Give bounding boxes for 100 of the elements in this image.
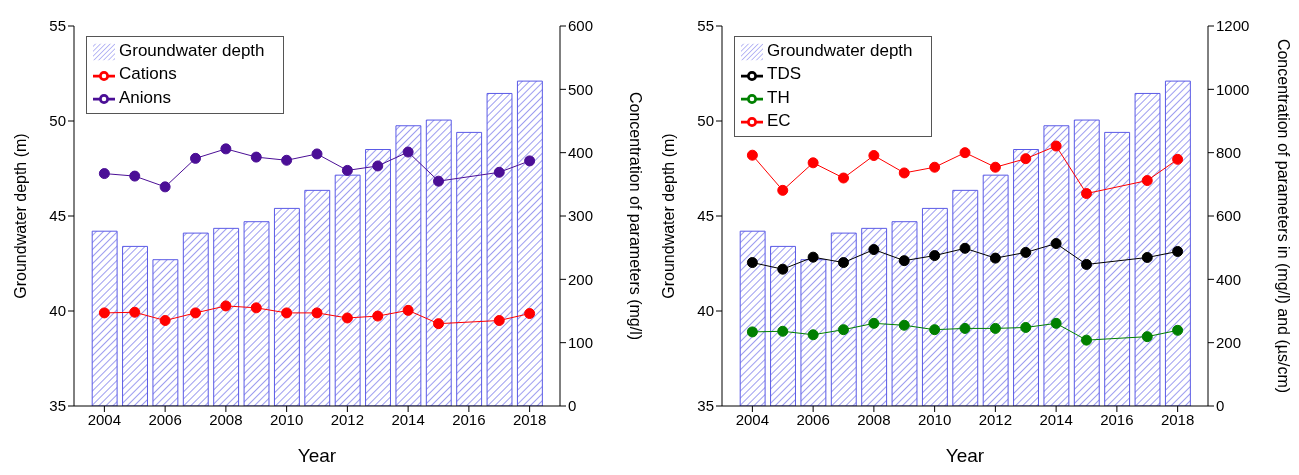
point	[746, 326, 758, 338]
y2-tick-label: 800	[1216, 143, 1242, 161]
point	[402, 146, 414, 158]
y-tick-label: 50	[697, 112, 714, 130]
y2-axis-title: Concentration of parameters in (mg/l) and (µs/cm)	[1275, 38, 1293, 394]
y-tick-label: 40	[49, 302, 66, 320]
x-tick-label: 2010	[917, 410, 952, 428]
point	[433, 175, 444, 187]
x-tick-label: 2016	[1100, 410, 1134, 428]
y2-tick-label: 200	[568, 270, 594, 288]
point	[1020, 321, 1032, 333]
point	[159, 315, 171, 326]
y-tick-label: 35	[697, 397, 714, 415]
x-axis-title: Year	[945, 445, 985, 466]
point	[493, 315, 505, 326]
y2-tick-label: 1200	[1216, 17, 1250, 35]
x-tick-label: 2010	[269, 410, 304, 428]
x-tick-label: 2014	[1039, 410, 1073, 428]
y2-tick-label: 1000	[1216, 80, 1250, 98]
x-tick-label: 2012	[330, 410, 365, 428]
point	[129, 306, 141, 318]
point	[1141, 331, 1153, 343]
legend-label: TH	[767, 87, 790, 107]
y-tick-label: 45	[697, 207, 714, 225]
y-tick-label: 55	[49, 17, 66, 35]
point	[341, 312, 353, 324]
point	[1172, 324, 1184, 336]
point	[1050, 317, 1062, 329]
point	[959, 322, 971, 334]
point	[989, 252, 1001, 264]
point	[250, 151, 262, 163]
y2-tick-label: 500	[568, 80, 594, 98]
y-tick-label: 55	[697, 17, 714, 35]
point	[98, 168, 110, 180]
point	[311, 307, 323, 319]
point	[959, 242, 971, 254]
x-tick-label: 2018	[512, 410, 547, 428]
point	[807, 329, 819, 341]
y2-tick-label: 0	[1216, 397, 1225, 415]
x-tick-label: 2008	[209, 410, 243, 428]
point	[433, 318, 444, 330]
x-tick-label: 2006	[148, 410, 182, 428]
point	[129, 170, 141, 182]
point	[959, 147, 971, 159]
point	[1081, 258, 1092, 270]
point	[1020, 153, 1032, 165]
point	[220, 143, 232, 155]
x-tick-label: 2004	[87, 410, 122, 428]
point	[929, 250, 941, 262]
point	[402, 304, 414, 316]
y-tick-label: 45	[49, 207, 66, 225]
y2-axis-title: Concentration of parameters (mg/l)	[627, 91, 645, 341]
point	[493, 166, 505, 178]
point	[989, 322, 1001, 334]
point	[746, 149, 758, 161]
point	[898, 255, 910, 267]
point	[1081, 188, 1092, 200]
legend-label: Groundwater depth	[767, 41, 913, 60]
y2-tick-label: 200	[1216, 333, 1242, 351]
y-tick-label: 35	[49, 397, 66, 415]
point	[746, 257, 758, 269]
point	[929, 324, 941, 336]
point	[1050, 140, 1062, 152]
point	[1172, 245, 1184, 257]
y-axis-title: Groundwater depth (m)	[659, 133, 677, 299]
point	[1141, 175, 1153, 187]
y2-tick-label: 100	[568, 333, 594, 351]
y2-tick-label: 0	[568, 397, 577, 415]
legend-label: TDS	[767, 64, 801, 84]
point	[372, 160, 384, 172]
y-axis-title: Groundwater depth (m)	[11, 133, 29, 299]
point	[868, 317, 880, 329]
point	[898, 167, 910, 179]
point	[281, 307, 293, 319]
x-axis-title: Year	[297, 445, 337, 466]
point	[1172, 153, 1184, 165]
point	[98, 307, 110, 319]
point	[372, 310, 384, 322]
x-tick-label: 2008	[857, 410, 891, 428]
point	[341, 164, 353, 176]
point	[524, 155, 536, 167]
point	[190, 307, 201, 319]
point	[898, 319, 910, 331]
y2-tick-label: 300	[568, 207, 594, 225]
legend-label: Cations	[119, 64, 177, 84]
point	[868, 244, 880, 256]
point	[311, 148, 323, 160]
y2-tick-label: 600	[1216, 207, 1242, 225]
point	[220, 300, 232, 312]
point	[159, 181, 171, 193]
x-tick-label: 2012	[978, 410, 1013, 428]
point	[868, 150, 880, 162]
point	[1141, 251, 1153, 263]
point	[838, 172, 849, 184]
point	[1081, 334, 1092, 346]
point	[1050, 238, 1062, 250]
legend-label: Anions	[119, 87, 171, 107]
x-tick-label: 2016	[452, 410, 486, 428]
legend-label: Groundwater depth	[119, 41, 265, 60]
legend-label: EC	[767, 110, 791, 130]
